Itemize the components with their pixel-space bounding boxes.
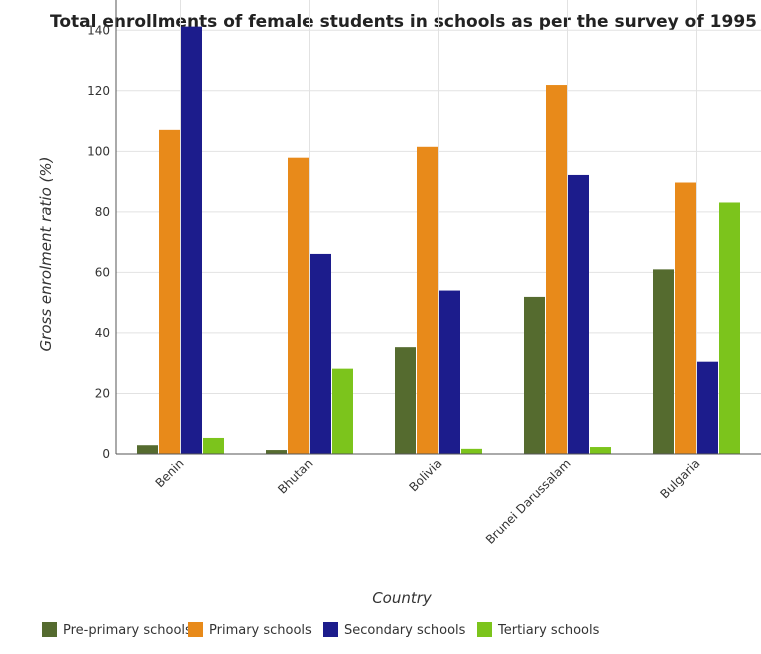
bar-secondary-schools-bhutan xyxy=(310,253,331,454)
x-tick-label: Benin xyxy=(153,456,187,490)
bar-secondary-schools-bulgaria xyxy=(697,361,718,454)
bar-secondary-schools-bolivia xyxy=(439,290,460,454)
legend-label: Tertiary schools xyxy=(497,623,600,638)
bar-secondary-schools-brunei-darussalam xyxy=(568,174,589,454)
y-tick-label: 60 xyxy=(95,265,110,279)
y-tick-label: 40 xyxy=(95,326,110,340)
bar-tertiary-schools-brunei-darussalam xyxy=(590,447,611,454)
bar-primary-schools-benin xyxy=(159,129,180,454)
legend-label: Pre-primary schools xyxy=(63,623,192,638)
bar-pre-primary-schools-bulgaria xyxy=(653,269,674,454)
y-tick-label: 20 xyxy=(95,386,110,400)
bar-primary-schools-bolivia xyxy=(417,146,438,454)
bar-pre-primary-schools-brunei-darussalam xyxy=(524,296,545,454)
y-tick-label: 140 xyxy=(87,23,110,37)
y-tick-label: 100 xyxy=(87,144,110,158)
bar-pre-primary-schools-bolivia xyxy=(395,347,416,454)
bar-tertiary-schools-bolivia xyxy=(461,448,482,454)
chart-title: Total enrollments of female students in … xyxy=(50,12,761,32)
legend: Pre-primary schools Primary schools Second… xyxy=(42,622,600,638)
y-tick-label: 120 xyxy=(87,84,110,98)
y-axis-label: Gross enrolment ratio (%) xyxy=(37,157,55,352)
bar-primary-schools-bhutan xyxy=(288,157,309,454)
legend-label: Secondary schools xyxy=(344,623,466,638)
x-tick-label: Bolivia xyxy=(406,456,444,494)
x-tick-label: Brunei Darussalam xyxy=(483,456,574,547)
grid-layer xyxy=(116,0,761,455)
bar-pre-primary-schools-bhutan xyxy=(266,450,287,454)
legend-swatch xyxy=(188,622,203,637)
bar-tertiary-schools-benin xyxy=(203,437,224,454)
bar-tertiary-schools-bhutan xyxy=(332,368,353,454)
legend-swatch xyxy=(42,622,57,637)
bar-pre-primary-schools-benin xyxy=(137,445,158,454)
y-tick-label: 0 xyxy=(102,447,110,461)
bars-layer xyxy=(137,26,740,455)
bar-primary-schools-bulgaria xyxy=(675,182,696,454)
legend-swatch xyxy=(477,622,492,637)
x-tick-label: Bhutan xyxy=(275,456,315,496)
bar-tertiary-schools-bulgaria xyxy=(719,202,740,454)
y-tick-label: 80 xyxy=(95,205,110,219)
x-axis-label: Country xyxy=(372,589,433,607)
bar-secondary-schools-benin xyxy=(181,26,202,454)
bar-primary-schools-brunei-darussalam xyxy=(546,85,567,455)
legend-label: Primary schools xyxy=(209,623,312,638)
legend-swatch xyxy=(323,622,338,637)
x-tick-label: Bulgaria xyxy=(658,456,703,501)
